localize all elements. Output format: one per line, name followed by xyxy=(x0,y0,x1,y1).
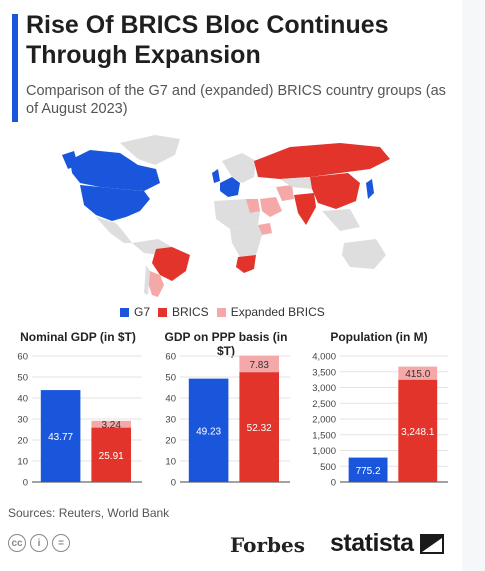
statista-logo-text: statista xyxy=(330,529,414,557)
y-tick-label: 50 xyxy=(165,373,176,384)
western-europe-g7 xyxy=(220,177,240,197)
y-tick-label: 0 xyxy=(23,478,28,489)
bar-expanded-brics xyxy=(398,366,438,380)
bar-expanded-brics xyxy=(91,420,131,428)
data-label-g7: 775.2 xyxy=(356,466,381,477)
bar-expanded-brics xyxy=(239,355,279,373)
bar-brics xyxy=(91,427,131,482)
uk-shape xyxy=(212,169,220,183)
data-label-expanded: 3.24 xyxy=(101,420,121,431)
by-icon: i xyxy=(30,534,48,552)
panel-title: Nominal GDP (in $T) xyxy=(20,330,136,344)
alaska-shape xyxy=(62,151,78,169)
y-tick-label: 1,000 xyxy=(312,446,336,457)
legend-swatch-brics xyxy=(158,307,168,317)
data-label-g7: 43.77 xyxy=(48,432,73,443)
data-label-expanded: 7.83 xyxy=(249,360,269,371)
central-asia xyxy=(280,177,312,189)
chart-subtitle: Comparison of the G7 and (expanded) BRIC… xyxy=(26,83,446,117)
legend-label-g7: G7 xyxy=(134,305,151,319)
india-shape xyxy=(294,193,316,225)
license-icons: cc i = xyxy=(8,534,70,552)
data-label-expanded: 415.0 xyxy=(405,369,430,380)
y-tick-label: 60 xyxy=(17,352,28,363)
data-label-brics: 52.32 xyxy=(247,423,272,434)
nd-icon: = xyxy=(52,534,70,552)
y-tick-label: 40 xyxy=(17,394,28,405)
greenland-shape xyxy=(120,135,180,165)
y-tick-label: 3,500 xyxy=(312,367,336,378)
panel-title: GDP on PPP basis (in $T) xyxy=(164,330,288,358)
japan-shape xyxy=(366,179,374,199)
chart-title: Rise Of BRICS Bloc Continues Through Exp… xyxy=(26,11,389,69)
africa-central xyxy=(230,225,262,257)
mexico-shape xyxy=(96,217,132,243)
infographic-card: Rise Of BRICS Bloc Continues Through Exp… xyxy=(8,11,454,557)
data-label-brics: 25.91 xyxy=(99,451,124,462)
europe-other xyxy=(222,153,256,183)
chile-shape xyxy=(144,265,150,295)
legend-label-expanded: Expanded BRICS xyxy=(230,305,325,319)
brazil-shape xyxy=(152,247,190,281)
legend-item-brics: BRICS xyxy=(158,305,209,319)
y-tick-label: 20 xyxy=(165,436,176,447)
bar-g7 xyxy=(348,457,388,482)
y-tick-label: 0 xyxy=(171,478,176,489)
y-tick-label: 10 xyxy=(17,457,28,468)
y-tick-label: 60 xyxy=(165,352,176,363)
bar-g7 xyxy=(188,378,229,482)
y-tick-label: 10 xyxy=(165,457,176,468)
china-shape xyxy=(310,173,360,209)
ethiopia-shape xyxy=(258,223,272,235)
y-tick-label: 0 xyxy=(331,478,336,489)
chart-ppp-gdp: 0 10 20 30 40 50 60 49.23 52.32 7.83 xyxy=(165,352,290,489)
y-tick-label: 4,000 xyxy=(312,352,336,363)
bar-brics xyxy=(239,372,279,482)
data-label-brics: 3,248.1 xyxy=(401,427,435,438)
y-tick-label: 30 xyxy=(17,415,28,426)
cc-icon: cc xyxy=(8,534,26,552)
legend-swatch-g7 xyxy=(120,307,129,317)
canada-shape xyxy=(70,150,160,191)
saudi-shape xyxy=(260,197,282,217)
southeast-asia xyxy=(322,209,360,231)
y-tick-label: 20 xyxy=(17,436,28,447)
south-africa-shape xyxy=(236,255,256,273)
panel-ppp-gdp: GDP on PPP basis (in $T) 0 10 20 30 40 50 60 49… xyxy=(156,324,296,494)
panel-nominal-gdp: Nominal GDP (in $T) 0 10 20 30 40 50 60 43.77 25… xyxy=(8,324,148,494)
title-accent-bar xyxy=(12,14,18,122)
panel-title: Population (in M) xyxy=(330,330,428,344)
sources-note: Sources: Reuters, World Bank xyxy=(8,506,170,520)
data-label-g7: 49.23 xyxy=(196,426,221,437)
y-tick-label: 2,000 xyxy=(312,415,336,426)
chart-population: 0 500 1,000 1,500 2,000 2,500 3,000 3,500 4,000 7… xyxy=(312,352,448,489)
legend-label-brics: BRICS xyxy=(172,305,209,319)
argentina-shape xyxy=(148,271,164,297)
bar-brics xyxy=(398,379,438,482)
legend-item-expanded: Expanded BRICS xyxy=(216,305,325,319)
egypt-shape xyxy=(246,199,260,213)
y-tick-label: 1,500 xyxy=(312,430,336,441)
y-tick-label: 50 xyxy=(17,373,28,384)
chart-legend: G7 BRICS Expanded BRICS xyxy=(120,304,325,320)
y-tick-label: 500 xyxy=(320,462,336,473)
australia-shape xyxy=(342,239,386,269)
iran-shape xyxy=(276,185,294,201)
y-tick-label: 30 xyxy=(165,415,176,426)
legend-item-g7: G7 xyxy=(120,305,150,319)
y-tick-label: 3,000 xyxy=(312,383,336,394)
russia-shape xyxy=(254,143,390,179)
bar-g7 xyxy=(40,390,81,482)
usa-shape xyxy=(80,185,150,221)
forbes-logo: Forbes xyxy=(230,533,305,557)
world-map xyxy=(62,135,390,297)
panel-population: Population (in M) 0 500 1,000 1,500 2,000 2,5… xyxy=(304,324,454,494)
y-tick-label: 2,500 xyxy=(312,399,336,410)
legend-swatch-expanded xyxy=(216,307,226,317)
statista-logo-icon xyxy=(420,534,444,554)
chart-nominal-gdp: 0 10 20 30 40 50 60 43.77 25.91 3.24 xyxy=(17,352,142,489)
y-tick-label: 40 xyxy=(165,394,176,405)
